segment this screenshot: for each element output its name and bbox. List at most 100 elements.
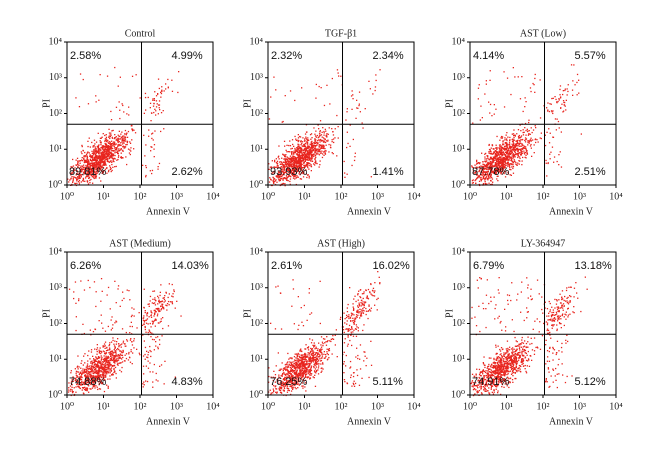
event-dot (151, 302, 153, 304)
event-dot (115, 106, 118, 108)
event-dot (324, 128, 326, 130)
event-dot (83, 168, 85, 170)
event-dot (82, 180, 84, 182)
event-dot (74, 377, 77, 379)
event-dot (111, 140, 113, 142)
event-dot (144, 325, 146, 328)
event-dot (504, 159, 506, 161)
event-dot (289, 151, 291, 153)
event-dot (492, 166, 494, 168)
event-dot (94, 371, 97, 373)
event-dot (160, 130, 162, 133)
event-dot (503, 143, 505, 145)
event-dot (81, 376, 83, 379)
event-dot (155, 372, 157, 375)
event-dot (104, 330, 107, 332)
event-dot (129, 153, 131, 156)
event-dot (155, 100, 158, 102)
event-dot (373, 291, 375, 294)
event-dot (276, 166, 278, 168)
event-dot (132, 129, 134, 131)
event-dot (319, 150, 321, 153)
event-dot (141, 324, 144, 326)
event-dot (87, 375, 89, 377)
event-dot (173, 290, 175, 293)
event-dot (343, 312, 345, 314)
event-dot (321, 146, 323, 148)
event-dot (133, 347, 135, 349)
event-dot (79, 377, 81, 379)
event-dot (120, 354, 122, 356)
event-dot (307, 166, 309, 169)
event-dot (556, 102, 558, 104)
event-dot (101, 166, 103, 169)
event-dot (106, 167, 108, 170)
event-dot (275, 158, 277, 160)
event-dot (471, 166, 473, 168)
event-dot (83, 170, 86, 172)
event-dot (153, 102, 155, 105)
event-dot (99, 371, 101, 373)
event-dot (80, 280, 82, 282)
event-dot (289, 180, 291, 183)
event-dot (118, 130, 120, 132)
event-dot (87, 373, 90, 375)
event-dot (298, 355, 300, 358)
event-dot (124, 138, 127, 140)
event-dot (75, 378, 77, 380)
event-dot (162, 297, 164, 299)
event-dot (151, 320, 153, 322)
event-dot (354, 156, 356, 158)
event-dot (108, 344, 111, 346)
event-dot (476, 167, 478, 169)
event-dot (90, 383, 92, 386)
event-dot (502, 141, 504, 143)
event-dot (490, 163, 493, 165)
event-dot (155, 95, 158, 97)
event-dot (320, 147, 322, 150)
event-dot (547, 110, 549, 112)
event-dot (270, 178, 272, 180)
event-dot (114, 356, 117, 358)
event-dot (86, 378, 88, 380)
event-dot (102, 157, 104, 159)
event-dot (300, 157, 302, 159)
event-dot (299, 369, 301, 371)
event-dot (143, 315, 145, 317)
event-dot (288, 171, 291, 174)
event-dot (102, 133, 104, 135)
event-dot (104, 341, 107, 343)
event-dot (312, 344, 314, 346)
event-dot (106, 147, 108, 149)
event-dot (503, 165, 505, 168)
event-dot (497, 167, 499, 169)
event-dot (75, 370, 78, 372)
event-dot (79, 377, 81, 379)
event-dot (104, 138, 106, 140)
event-dot (152, 139, 154, 141)
event-dot (153, 320, 155, 322)
event-dot (472, 172, 474, 174)
event-dot (86, 388, 88, 391)
x-tick-label: 10⁰ (60, 401, 74, 412)
event-dot (313, 142, 315, 144)
event-dot (299, 174, 301, 176)
event-dot (315, 161, 317, 163)
event-dot (158, 87, 160, 90)
event-dot (305, 131, 308, 133)
event-dot (106, 373, 108, 375)
event-dot (487, 164, 489, 167)
event-dot (136, 348, 138, 350)
event-dot (284, 185, 286, 187)
event-dot (484, 164, 486, 166)
event-dot (94, 328, 96, 330)
event-dot (94, 348, 96, 350)
event-dot (360, 313, 362, 316)
event-dot (107, 157, 109, 159)
event-dot (505, 158, 508, 160)
event-dot (358, 91, 361, 93)
event-dot (307, 150, 309, 152)
event-dot (502, 165, 505, 167)
event-dot (298, 324, 300, 326)
event-dot (558, 154, 560, 156)
